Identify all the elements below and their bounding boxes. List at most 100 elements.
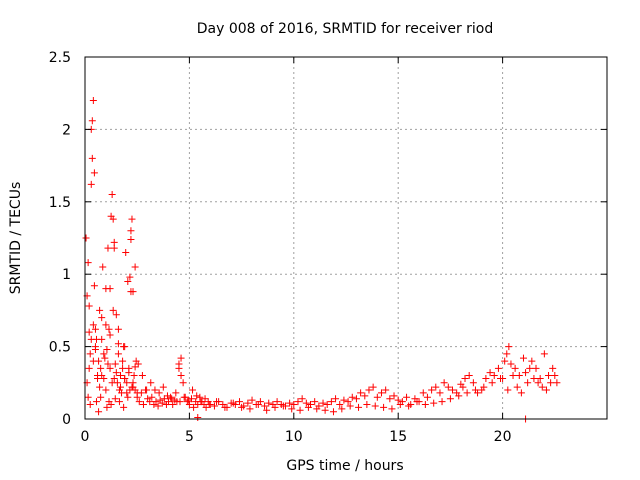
data-point [296, 406, 304, 414]
data-point [505, 343, 513, 351]
data-point [494, 364, 502, 372]
data-point [229, 399, 237, 407]
data-point [486, 369, 494, 377]
data-point [86, 350, 94, 358]
data-point [519, 354, 527, 362]
data-point [127, 235, 135, 243]
data-point [89, 321, 97, 329]
data-point [169, 401, 177, 409]
data-point [176, 398, 184, 406]
data-point [184, 396, 192, 404]
data-point [126, 273, 134, 281]
data-point [189, 386, 197, 394]
data-point [501, 357, 509, 365]
data-point [534, 379, 542, 387]
data-point [440, 379, 448, 387]
data-point [96, 306, 104, 314]
data-point [127, 227, 135, 235]
data-point [84, 393, 92, 401]
data-point [91, 345, 99, 353]
data-point [482, 374, 490, 382]
data-point [323, 401, 331, 409]
data-point [465, 372, 473, 380]
data-point [85, 302, 93, 310]
data-point [88, 117, 96, 125]
x-tick-label: 5 [185, 429, 194, 445]
data-point [102, 386, 110, 394]
y-tick-label: 0.5 [49, 340, 71, 356]
data-point [526, 364, 534, 372]
data-point [517, 389, 525, 397]
data-point [84, 259, 92, 267]
x-tick-label: 20 [494, 429, 512, 445]
data-point [542, 386, 550, 394]
data-point [196, 393, 204, 401]
data-point [107, 401, 115, 409]
data-point [131, 386, 139, 394]
data-point [547, 379, 555, 387]
data-point [507, 360, 515, 368]
data-point [193, 392, 201, 400]
data-point [104, 244, 112, 252]
grid [85, 57, 607, 419]
data-point [138, 372, 146, 380]
data-point [111, 360, 119, 368]
data-point [85, 328, 93, 336]
data-point [459, 383, 467, 391]
data-point [159, 383, 167, 391]
data-point [329, 408, 337, 416]
data-point [89, 357, 97, 365]
y-axis-label: SRMTID / TECUs [8, 182, 24, 295]
data-point [98, 314, 106, 322]
data-point [455, 392, 463, 400]
data-point [536, 374, 544, 382]
data-point [380, 403, 388, 411]
data-point [179, 379, 187, 387]
data-point [236, 398, 244, 406]
data-point [430, 399, 438, 407]
data-point [120, 403, 128, 411]
data-point [86, 401, 94, 409]
data-point [504, 386, 512, 394]
data-point [116, 383, 124, 391]
data-point [388, 405, 396, 413]
data-point [102, 321, 110, 329]
data-point [254, 401, 262, 409]
plot-frame [84, 56, 608, 420]
data-point [121, 374, 129, 382]
x-tick-label: 0 [81, 429, 90, 445]
data-point [129, 288, 137, 296]
data-point [373, 393, 381, 401]
data-point [185, 401, 193, 409]
data-point [365, 386, 373, 394]
data-point [421, 401, 429, 409]
data-point [97, 393, 105, 401]
data-point [89, 96, 97, 104]
data-point [463, 389, 471, 397]
data-point [128, 383, 136, 391]
data-point [448, 386, 456, 394]
data-point [390, 392, 398, 400]
data-point [194, 414, 202, 422]
data-point [152, 398, 160, 406]
data-point [97, 364, 105, 372]
data-point [419, 389, 427, 397]
data-point [88, 154, 96, 162]
data-point [99, 263, 107, 271]
data-point [100, 350, 108, 358]
data-point [298, 395, 306, 403]
data-point [114, 325, 122, 333]
data-point [263, 406, 271, 414]
data-point [327, 398, 335, 406]
data-point [438, 398, 446, 406]
data-point [513, 383, 521, 391]
data-point [551, 372, 559, 380]
data-point [304, 403, 312, 411]
data-point [371, 402, 379, 410]
data-point [146, 398, 154, 406]
data-point [109, 215, 117, 223]
data-point [340, 396, 348, 404]
data-point [177, 372, 185, 380]
data-point [436, 389, 444, 397]
data-point [114, 340, 122, 348]
